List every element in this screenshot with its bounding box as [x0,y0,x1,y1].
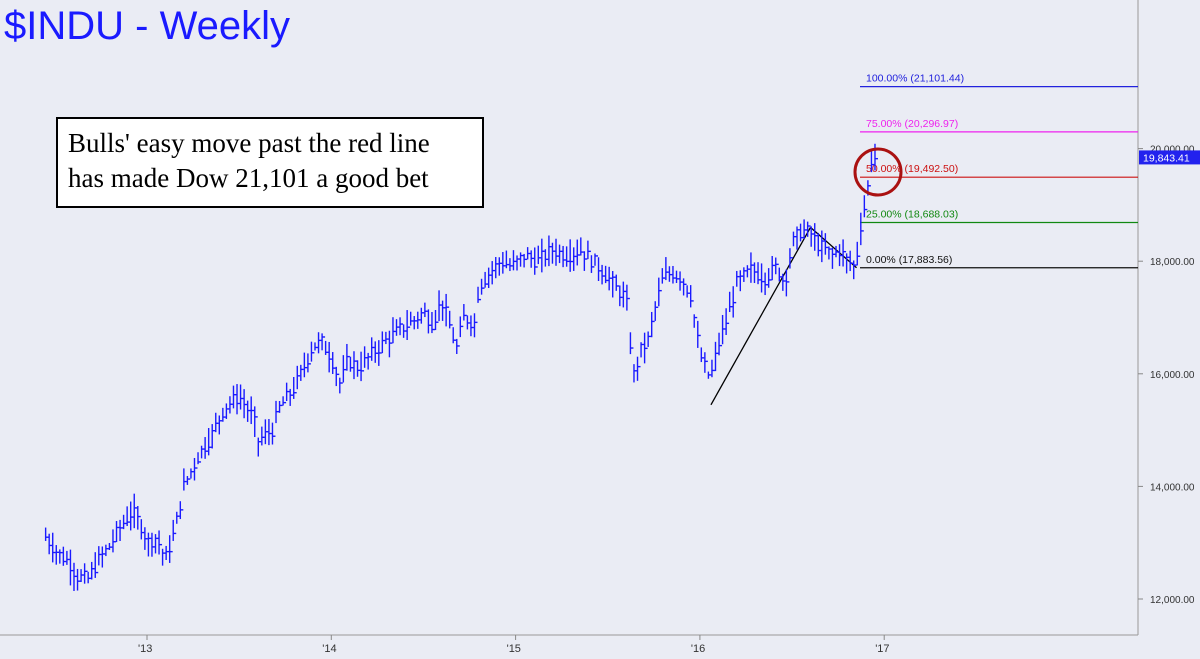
fib-level-label: 75.00% (20,296.97) [866,118,958,130]
chart-title: $INDU - Weekly [4,4,290,48]
y-tick-label: 18,000.00 [1150,257,1195,268]
x-tick-label: '14 [322,643,336,655]
highlight-circle [853,147,903,197]
x-tick-label: '13 [138,643,152,655]
y-tick-label: 12,000.00 [1150,595,1195,606]
y-tick-label: 20,000.00 [1150,145,1195,156]
trendline [710,227,812,406]
x-tick-label: '15 [507,643,521,655]
last-price-label: 19,843.41 [1143,152,1190,164]
annotation-line-2: has made Dow 21,101 a good bet [68,163,429,193]
annotation-line-1: Bulls' easy move past the red line [68,128,430,158]
fib-level-label: 0.00% (17,883.56) [866,254,952,266]
x-tick-label: '17 [875,643,889,655]
price-bars [44,143,878,591]
y-tick-label: 14,000.00 [1150,482,1195,493]
fib-level-label: 100.00% (21,101.44) [866,73,964,85]
y-tick-label: 16,000.00 [1150,370,1195,381]
last-price-box [1139,150,1200,165]
fib-level-label: 25.00% (18,688.03) [866,208,958,220]
fib-level-label: 50.00% (19,492.50) [866,163,958,175]
x-tick-label: '16 [691,643,705,655]
annotation-box: Bulls' easy move past the red line has m… [56,117,484,208]
